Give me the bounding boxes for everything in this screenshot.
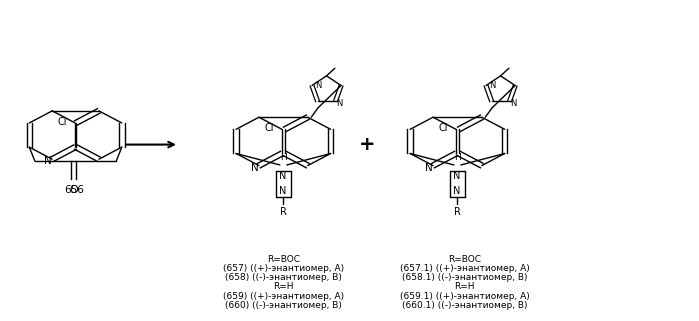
Text: H: H	[280, 153, 287, 162]
Text: (660.1) ((-)-энантиомер, B): (660.1) ((-)-энантиомер, B)	[402, 301, 527, 310]
Text: R=BOC: R=BOC	[267, 255, 300, 264]
Text: (657.1) ((+)-энантиомер, A): (657.1) ((+)-энантиомер, A)	[400, 264, 529, 273]
Text: R=H: R=H	[454, 282, 475, 291]
Text: N: N	[279, 186, 287, 196]
Text: N: N	[489, 81, 495, 90]
Text: N: N	[453, 171, 461, 181]
Text: N: N	[251, 163, 259, 173]
Text: (659.1) ((+)-энантиомер, A): (659.1) ((+)-энантиомер, A)	[400, 291, 529, 300]
Text: N: N	[44, 156, 52, 166]
Text: Cl: Cl	[265, 123, 274, 133]
Text: R=BOC: R=BOC	[448, 255, 481, 264]
Text: N: N	[510, 99, 517, 108]
Text: O: O	[69, 185, 78, 195]
Text: N: N	[279, 171, 287, 181]
Text: Cl: Cl	[439, 123, 448, 133]
Text: R: R	[454, 207, 461, 217]
Text: (657) ((+)-энантиомер, A): (657) ((+)-энантиомер, A)	[223, 264, 344, 273]
Text: (658.1) ((-)-энантиомер, B): (658.1) ((-)-энантиомер, B)	[402, 273, 527, 282]
Text: N: N	[336, 99, 343, 108]
Text: (659) ((+)-энантиомер, A): (659) ((+)-энантиомер, A)	[223, 291, 344, 300]
Text: +: +	[359, 135, 375, 154]
Text: 656: 656	[64, 186, 85, 195]
Text: N: N	[315, 81, 321, 90]
Text: H: H	[454, 153, 461, 162]
Text: (658) ((-)-энантиомер, B): (658) ((-)-энантиомер, B)	[225, 273, 342, 282]
Text: R: R	[280, 207, 287, 217]
Text: N: N	[425, 163, 433, 173]
Text: Cl: Cl	[58, 117, 67, 127]
Text: (660) ((-)-энантиомер, B): (660) ((-)-энантиомер, B)	[225, 301, 342, 310]
Text: R=H: R=H	[273, 282, 294, 291]
Text: N: N	[453, 186, 461, 196]
